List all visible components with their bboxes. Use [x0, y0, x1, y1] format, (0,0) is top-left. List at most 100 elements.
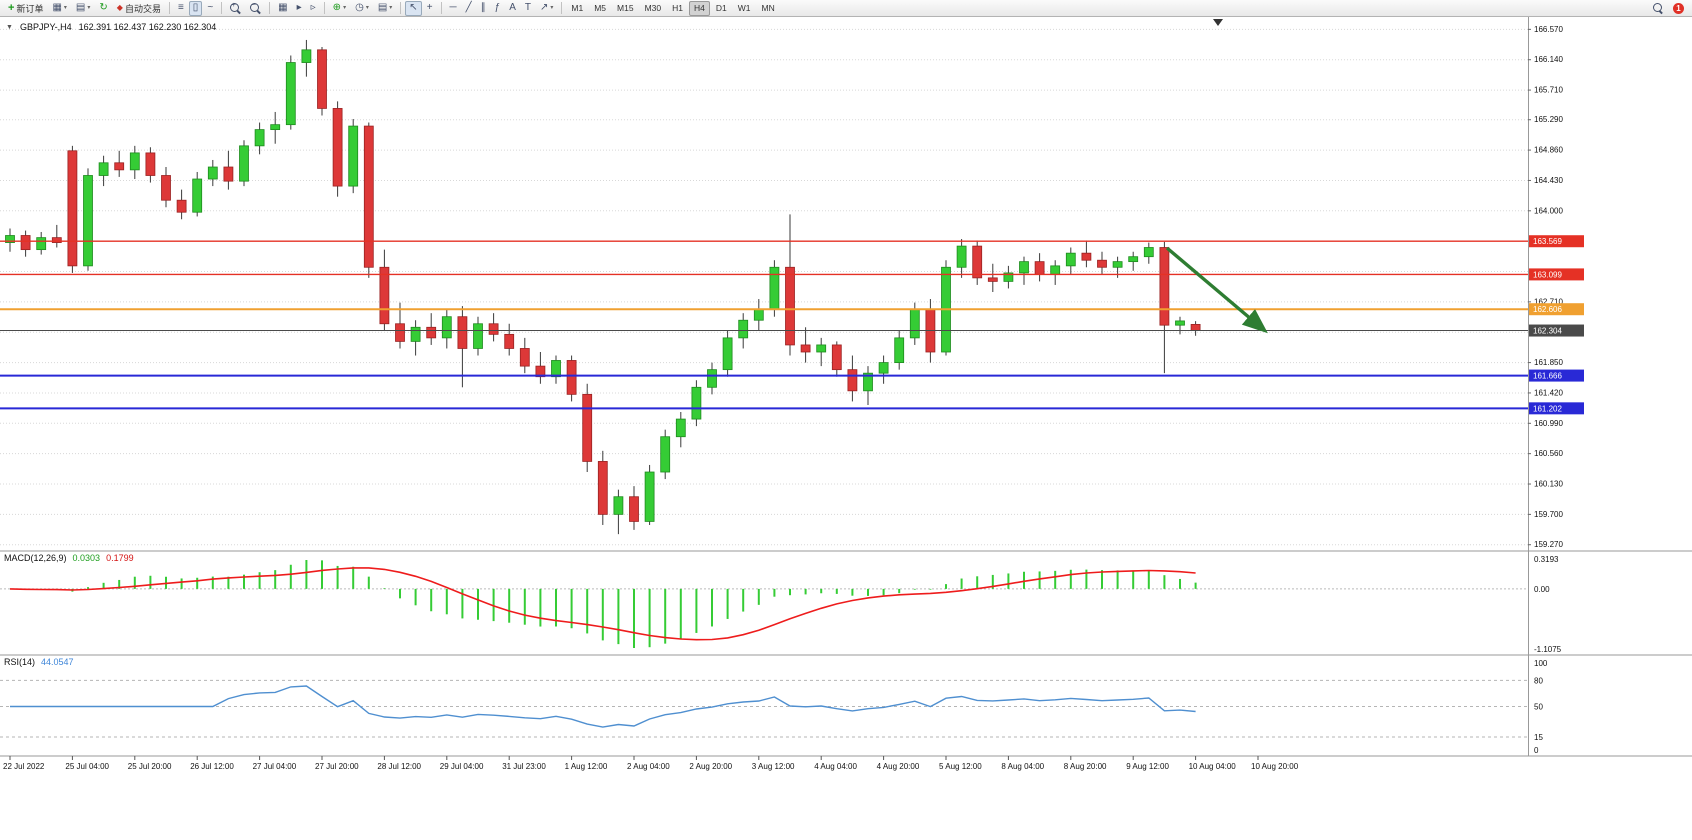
bull-candle	[644, 471, 655, 522]
rsi-scale-label: 0	[1534, 746, 1539, 755]
bull-candle	[753, 309, 764, 321]
text-tool-icon: A	[509, 2, 516, 13]
bear-candle	[114, 162, 125, 171]
periods-button[interactable]: ◷ ▾	[351, 1, 373, 16]
macd-signal-line	[9, 567, 1196, 641]
timeframe-h1-button[interactable]: H1	[672, 3, 683, 13]
arrow-tools-button[interactable]: ↗ ▾	[536, 1, 557, 16]
macd-scale-label: -1.1075	[1534, 645, 1562, 654]
price-tick-label: 162.710	[1534, 297, 1563, 306]
bull-candle	[5, 235, 15, 243]
rsi-name: RSI(14)	[4, 657, 36, 667]
cursor-button[interactable]: ↖	[405, 0, 422, 16]
bull-candle	[1065, 252, 1076, 267]
search-icon	[1653, 2, 1664, 14]
bar-chart-icon: ≡	[177, 2, 184, 13]
symbol-header: ▼ GBPJPY-,H4 162.391 162.437 162.230 162…	[6, 22, 216, 32]
price-tag	[1529, 402, 1584, 415]
candle-chart-button[interactable]: ▯	[188, 0, 203, 16]
time-tick-label: 10 Aug 20:00	[1251, 762, 1299, 771]
auto-scroll-icon: ▸	[296, 2, 302, 13]
bar-chart-button[interactable]: ≡	[174, 1, 188, 16]
add-indicator-icon: ⊕	[332, 2, 342, 13]
collapse-panel-icon[interactable]: ▼	[6, 23, 13, 31]
rsi-scale-label: 15	[1534, 733, 1543, 742]
label-tool-button[interactable]: T	[521, 1, 535, 16]
price-tick-label: 161.850	[1534, 358, 1563, 367]
price-tick-label: 164.000	[1534, 206, 1563, 215]
zoom-in-button[interactable]: +	[226, 1, 245, 16]
price-tick-label: 166.140	[1534, 55, 1563, 64]
algo-trading-button[interactable]: ◆ 自动交易	[113, 1, 165, 16]
templates-button[interactable]: ▤ ▾	[374, 1, 396, 16]
bear-candle	[597, 461, 608, 515]
bull-candle	[98, 162, 109, 176]
time-tick-label: 10 Aug 04:00	[1189, 762, 1237, 771]
bull-candle	[207, 166, 218, 180]
bull-candle	[738, 319, 749, 339]
line-chart-button[interactable]: ~	[203, 1, 217, 16]
bear-candle	[67, 150, 78, 267]
bull-candle	[816, 344, 827, 353]
bull-candle	[239, 145, 249, 182]
price-tag-label: 162.304	[1533, 327, 1562, 336]
timeframe-m15-button[interactable]: M15	[617, 3, 634, 13]
timeframe-d1-button[interactable]: D1	[715, 3, 727, 13]
crosshair-button[interactable]: +	[423, 1, 437, 16]
plus-glyph: +	[231, 2, 236, 9]
bull-candle	[863, 372, 873, 392]
bull-candle	[691, 386, 702, 420]
notifications-button[interactable]: 1	[1669, 1, 1688, 16]
indicators-button[interactable]: ⊕ ▾	[329, 1, 350, 16]
bull-candle	[254, 129, 265, 147]
time-tick-label: 1 Aug 12:00	[565, 762, 608, 771]
bull-candle	[956, 245, 967, 268]
bear-candle	[535, 365, 546, 378]
timeframe-mn-button[interactable]: MN	[761, 3, 775, 13]
timeframe-m1-button[interactable]: M1	[571, 3, 584, 13]
time-tick-label: 22 Jul 2022	[3, 762, 45, 771]
price-tag	[1529, 303, 1584, 316]
time-tick-label: 31 Jul 23:00	[502, 762, 546, 771]
price-tick-label: 165.290	[1534, 115, 1563, 124]
bull-candle	[1128, 256, 1139, 263]
tile-windows-icon: ▦	[278, 2, 288, 13]
bull-candle	[707, 369, 717, 388]
profiles-button[interactable]: ▤ ▾	[72, 1, 94, 16]
new-chart-button[interactable]: ▦ ▾	[48, 1, 70, 16]
minus-glyph: −	[251, 2, 256, 9]
horizontal-line-button[interactable]: ─	[446, 1, 461, 16]
toolbar-separator	[561, 2, 563, 14]
timeframe-m30-button[interactable]: M30	[644, 3, 662, 13]
timeframe-m5-button[interactable]: M5	[594, 3, 607, 13]
rsi-line	[10, 685, 1196, 728]
bear-candle	[223, 166, 234, 182]
bull-candle	[909, 309, 920, 339]
bear-candle	[847, 369, 858, 392]
auto-scroll-button[interactable]: ▸	[293, 1, 306, 16]
shift-marker[interactable]	[1213, 19, 1223, 26]
fibonacci-button[interactable]: ƒ	[491, 1, 505, 16]
bull-candle	[1175, 320, 1185, 326]
new-order-button[interactable]: + 新订单	[4, 1, 47, 16]
bull-candle	[270, 124, 281, 131]
chart-shift-button[interactable]: ▹	[307, 1, 320, 16]
timeframe-h4-button[interactable]: H4	[689, 0, 710, 16]
trend-arrow[interactable]	[1165, 246, 1268, 334]
time-tick-label: 9 Aug 12:00	[1126, 762, 1169, 771]
bear-candle	[1097, 259, 1107, 268]
search-button[interactable]	[1649, 1, 1668, 16]
bear-candle	[20, 235, 31, 251]
refresh-button[interactable]: ↻	[95, 1, 111, 16]
algo-trading-icon: ◆	[116, 3, 123, 12]
trendline-button[interactable]: ╱	[462, 1, 476, 16]
channel-button[interactable]: ∥	[477, 1, 490, 16]
price-tick-label: 165.710	[1534, 86, 1563, 95]
bear-candle	[457, 316, 468, 349]
text-tool-button[interactable]: A	[505, 1, 520, 16]
time-tick-label: 8 Aug 20:00	[1064, 762, 1107, 771]
tile-windows-button[interactable]: ▦	[274, 1, 291, 16]
timeframe-w1-button[interactable]: W1	[737, 3, 751, 13]
zoom-out-button[interactable]: −	[246, 1, 265, 16]
